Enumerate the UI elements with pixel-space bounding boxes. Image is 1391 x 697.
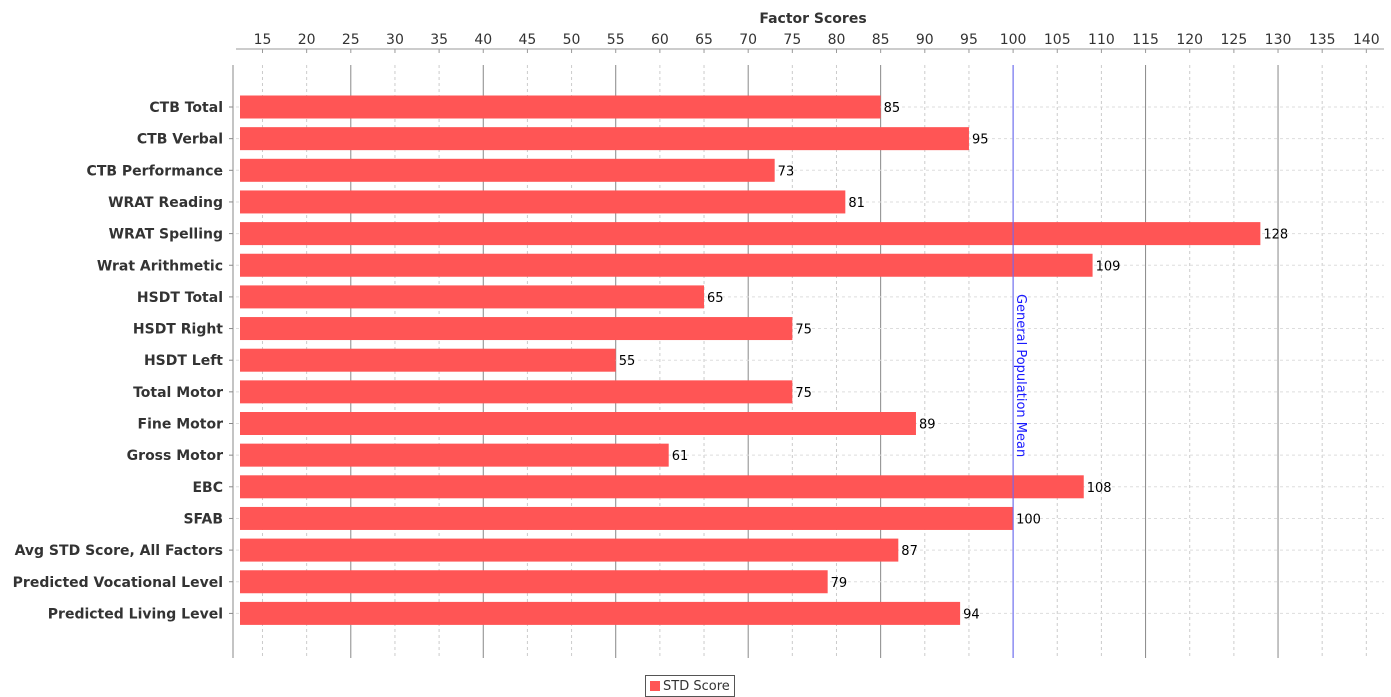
x-tick-label: 105	[1044, 32, 1071, 48]
x-tick-label: 85	[872, 32, 890, 48]
bar-value-label: 81	[848, 196, 865, 211]
category-label: HSDT Left	[144, 353, 223, 369]
category-label: Fine Motor	[138, 417, 224, 433]
bar	[240, 380, 793, 404]
bar-value-label: 65	[707, 291, 724, 306]
bar-value-label: 75	[795, 386, 812, 401]
bar	[240, 443, 669, 467]
category-label: CTB Verbal	[137, 132, 223, 148]
bar	[240, 538, 899, 562]
bar	[240, 285, 705, 309]
x-tick-label: 60	[651, 32, 669, 48]
bar	[240, 95, 881, 119]
x-axis-ticks: 15 20 25 30 35 40 45 50 55 60 65 70 75 80 85 90 95 100 105…	[254, 32, 1380, 53]
category-label: WRAT Reading	[108, 195, 223, 211]
x-tick-label: 120	[1176, 32, 1203, 48]
category-label: HSDT Total	[137, 290, 223, 306]
x-tick-label: 130	[1265, 32, 1292, 48]
bar	[240, 601, 961, 625]
x-tick-label: 30	[386, 32, 404, 48]
bar-value-label: 128	[1263, 228, 1288, 243]
marker-label: General Population Mean	[1013, 294, 1028, 457]
x-tick-label: 50	[563, 32, 581, 48]
category-label: SFAB	[183, 511, 223, 527]
legend: STD Score	[645, 675, 735, 697]
category-label: Wrat Arithmetic	[97, 258, 223, 274]
bar-value-label: 79	[831, 576, 848, 591]
x-tick-label: 25	[342, 32, 360, 48]
bar	[240, 317, 793, 341]
x-tick-label: 65	[695, 32, 713, 48]
category-label: CTB Total	[149, 100, 223, 116]
bar-value-label: 94	[963, 607, 980, 622]
x-tick-label: 100	[1000, 32, 1027, 48]
x-tick-label: 20	[298, 32, 316, 48]
category-label: WRAT Spelling	[109, 227, 223, 243]
x-tick-label: 45	[519, 32, 537, 48]
bar	[240, 506, 1014, 530]
bar-value-label: 95	[972, 133, 989, 148]
category-label: Avg STD Score, All Factors	[15, 543, 223, 559]
bar-value-label: 87	[901, 544, 918, 559]
bar	[240, 412, 916, 435]
bar-value-label: 108	[1087, 481, 1112, 496]
x-tick-label: 140	[1353, 32, 1380, 48]
x-tick-label: 40	[474, 32, 492, 48]
legend-label: STD Score	[663, 678, 730, 694]
legend-swatch	[650, 681, 660, 691]
bar	[240, 190, 846, 214]
x-tick-label: 35	[430, 32, 448, 48]
x-tick-label: 115	[1132, 32, 1159, 48]
category-label: Gross Motor	[127, 448, 223, 464]
bar-value-label: 100	[1016, 512, 1041, 527]
bar-value-label: 85	[884, 101, 901, 116]
bar-value-label: 75	[795, 323, 812, 338]
bar	[240, 127, 969, 151]
x-tick-label: 80	[828, 32, 846, 48]
bar-value-label: 109	[1096, 259, 1121, 274]
x-axis-title: Factor Scores	[759, 11, 866, 27]
bar-value-label: 61	[672, 449, 689, 464]
x-tick-label: 75	[783, 32, 801, 48]
x-tick-label: 110	[1088, 32, 1115, 48]
bar	[240, 570, 828, 594]
x-tick-label: 135	[1309, 32, 1336, 48]
reference-marker: General Population Mean	[1012, 65, 1028, 658]
category-label: CTB Performance	[87, 163, 223, 179]
x-tick-label: 70	[739, 32, 757, 48]
x-tick-label: 90	[916, 32, 934, 48]
bar	[240, 348, 616, 372]
x-tick-label: 95	[960, 32, 978, 48]
x-tick-label: 125	[1221, 32, 1248, 48]
bar-value-label: 73	[778, 164, 795, 179]
x-tick-label: 55	[607, 32, 625, 48]
bar	[240, 158, 775, 182]
category-label: Predicted Vocational Level	[13, 575, 223, 591]
bar	[240, 253, 1093, 277]
category-label: Predicted Living Level	[48, 606, 223, 622]
category-label: EBC	[192, 480, 223, 496]
category-label: Total Motor	[133, 385, 223, 401]
bar-value-label: 55	[619, 354, 636, 369]
x-tick-label: 15	[254, 32, 272, 48]
category-labels: CTB Total CTB Verbal CTB Performance WRAT R…	[13, 100, 233, 622]
bar	[240, 222, 1261, 246]
bars: 85 95 73 81 128 109 65 75 55 75 89 61 108 100 87 79 94	[240, 95, 1288, 625]
bar-value-label: 89	[919, 418, 936, 433]
category-label: HSDT Right	[133, 322, 223, 338]
bar	[240, 475, 1084, 499]
